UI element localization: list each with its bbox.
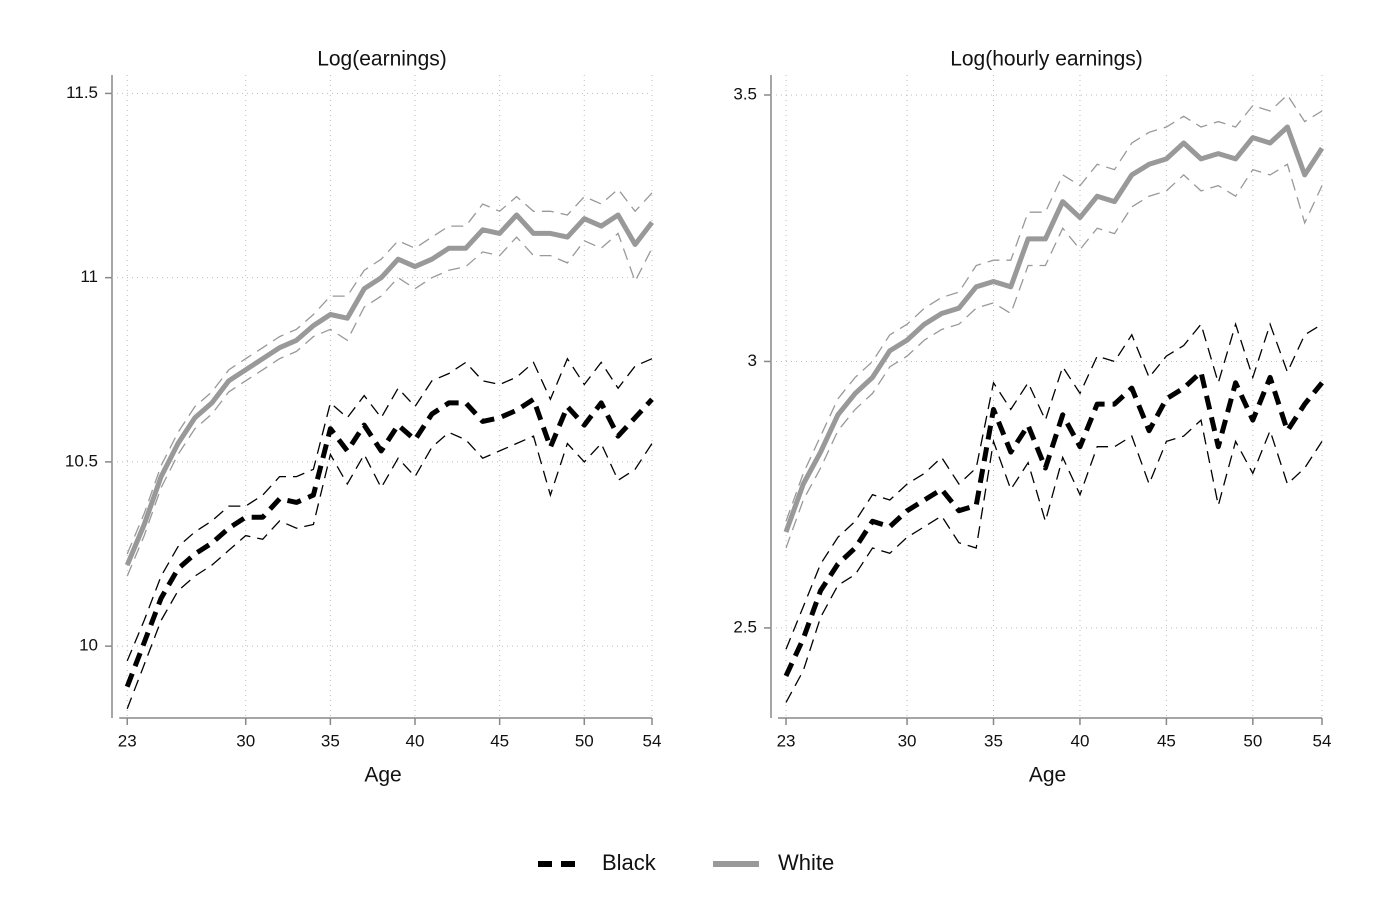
confidence-bound (785, 418, 1323, 703)
legend-label: Black (602, 850, 657, 875)
y-tick-label: 10 (79, 636, 98, 655)
x-tick-label: 45 (490, 731, 509, 750)
confidence-bound (785, 163, 1323, 549)
x-tick-label: 35 (321, 731, 340, 750)
series-line (783, 124, 1325, 533)
x-tick-label: 54 (1313, 731, 1332, 750)
x-tick-label: 23 (118, 731, 137, 750)
series-line (124, 396, 654, 688)
confidence-bound (126, 357, 653, 662)
y-tick-label: 10.5 (65, 451, 98, 470)
y-tick-label: 11.5 (66, 83, 98, 102)
y-tick-label: 3.5 (733, 84, 757, 103)
x-tick-label: 50 (575, 731, 594, 750)
x-axis-label: Age (364, 764, 401, 787)
confidence-bound (785, 321, 1323, 650)
x-axis-label: Age (1029, 764, 1066, 787)
y-tick-label: 11 (80, 267, 98, 286)
x-tick-label: 45 (1157, 731, 1176, 750)
x-tick-label: 30 (898, 731, 917, 750)
series-line (124, 212, 654, 567)
legend-label: White (778, 850, 834, 875)
confidence-bound (126, 431, 653, 710)
x-tick-label: 35 (984, 731, 1003, 750)
confidence-bound (126, 232, 653, 577)
x-tick-label: 50 (1243, 731, 1262, 750)
confidence-bound (126, 188, 653, 555)
chart-title: Log(earnings) (317, 48, 447, 71)
x-tick-label: 30 (236, 731, 255, 750)
x-tick-label: 40 (406, 731, 425, 750)
confidence-bound (785, 93, 1323, 522)
series-line (783, 369, 1324, 677)
y-tick-label: 2.5 (733, 617, 757, 636)
x-tick-label: 54 (643, 731, 662, 750)
chart-title: Log(hourly earnings) (950, 48, 1143, 71)
x-tick-label: 40 (1070, 731, 1089, 750)
x-tick-label: 23 (777, 731, 796, 750)
y-tick-label: 3 (748, 351, 757, 370)
